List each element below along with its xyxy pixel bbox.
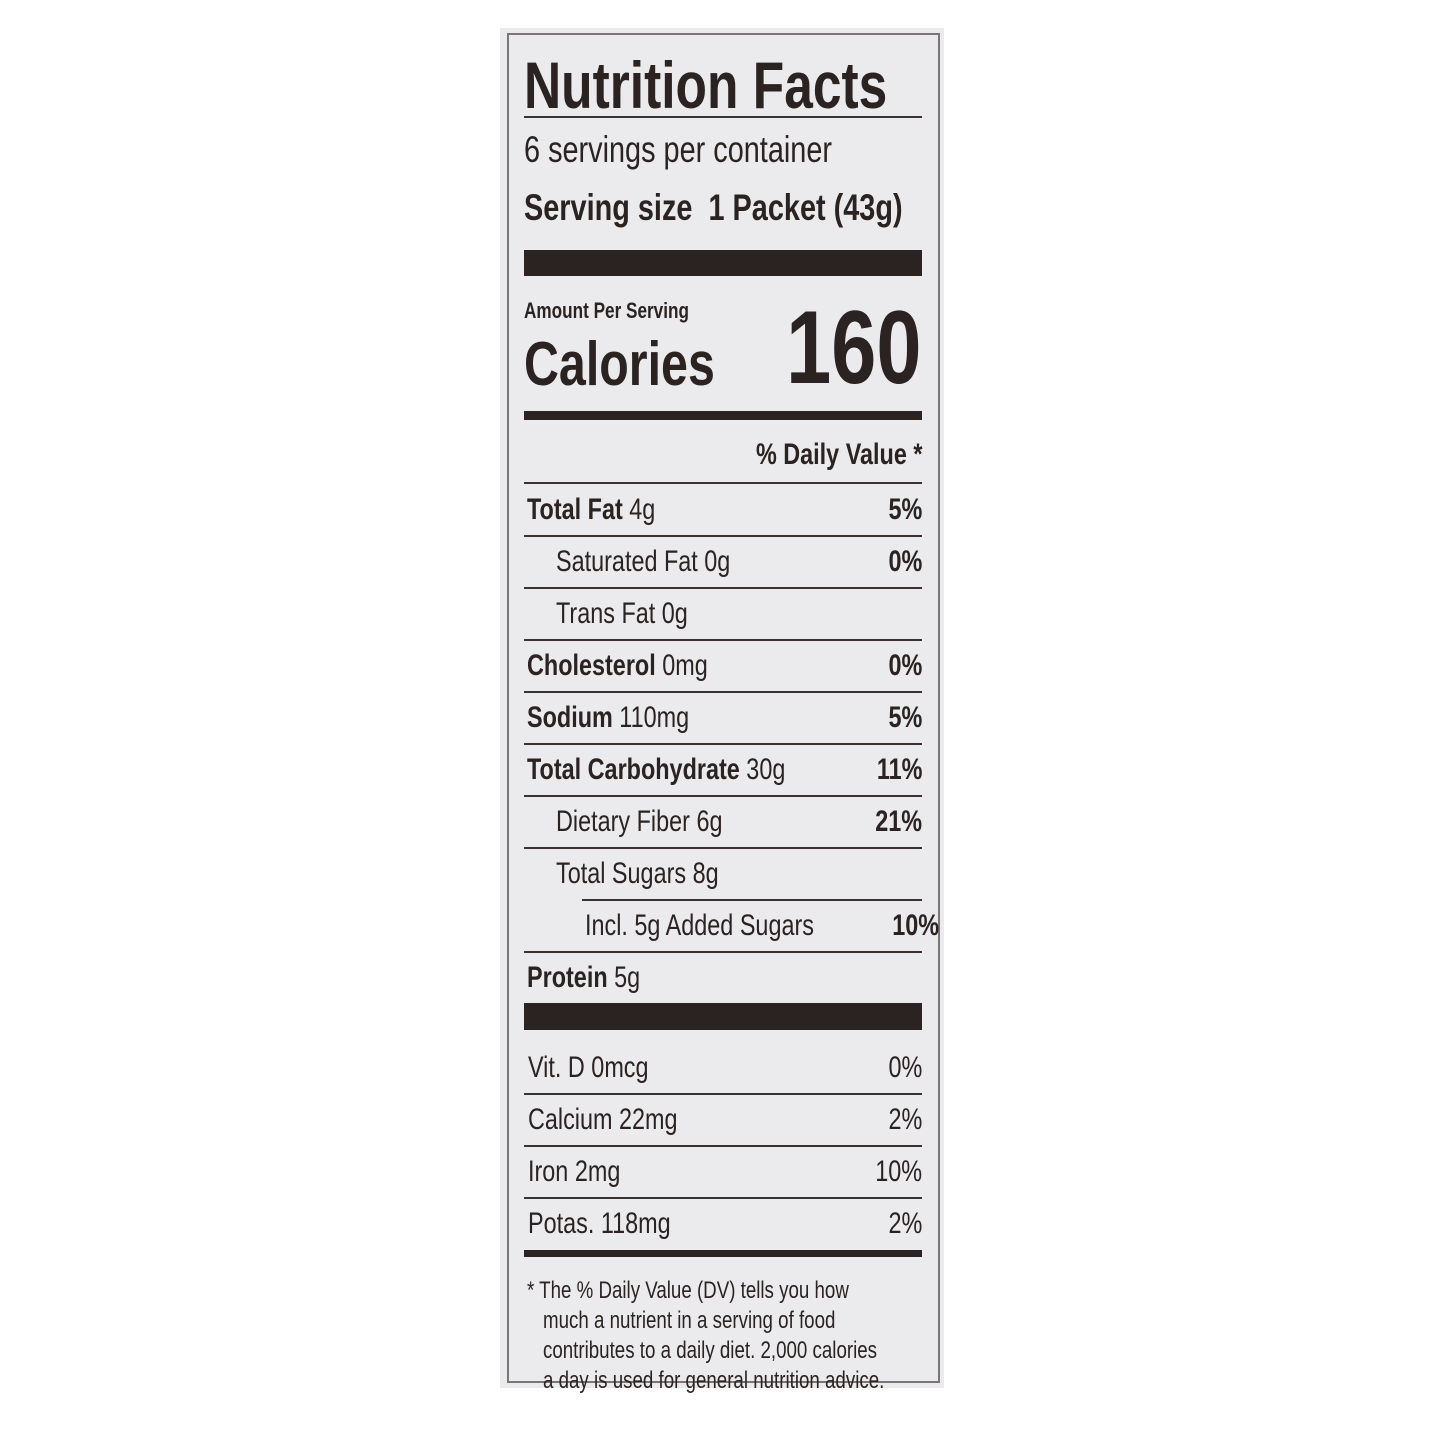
nutrient-label: Sodium 110mg [527,701,689,735]
servings-per-container: 6 servings per container [524,129,833,170]
divider [524,482,922,484]
vitamin-row: Potas. 118mg 2% [524,1198,922,1250]
nutrient-amount: 6g [696,805,723,838]
nutrient-name: Calcium [528,1103,613,1136]
calories-label: Calories [524,330,715,399]
nutrient-amount: 118mg [600,1207,671,1240]
nutrient-label: Total Fat 4g [527,493,655,527]
medium-divider [524,1250,922,1257]
label-title: Nutrition Facts [524,48,888,122]
nutrient-amount: 110mg [619,701,690,734]
daily-value-percent: 10% [875,1155,922,1188]
vitamin-row: Iron 2mg 10% [524,1146,922,1198]
nutrient-label: Total Sugars 8g [556,857,719,891]
nutrient-amount: 4g [629,493,656,526]
daily-value-percent: 5% [888,701,922,734]
row-divider [524,691,922,693]
serving-size: Serving size 1 Packet (43g) [524,187,903,228]
vitamin-table: Vit. D 0mcg 0% Calcium 22mg 2% Iron 2mg 10% Po… [524,1042,922,1250]
daily-value-percent: 2% [888,1103,922,1136]
daily-value-percent: 0% [888,545,922,578]
daily-value-percent: 11% [876,753,922,786]
nutrient-label: Saturated Fat 0g [556,545,730,579]
nutrient-label: Potas. 118mg [528,1207,671,1241]
nutrient-amount: 0g [661,597,688,630]
medium-divider [524,411,922,420]
nutrient-name: Potas. [528,1207,595,1240]
nutrient-name: Total Fat [527,493,623,526]
label-border [507,33,940,1383]
nutrient-row: Incl. 5g Added Sugars 10% [524,900,939,952]
nutrient-name: Protein [527,961,608,994]
nutrient-row: Protein 5g [524,952,922,1004]
nutrient-label: Total Carbohydrate 30g [527,753,785,787]
nutrient-amount: 0mcg [591,1051,649,1084]
nutrient-name: Trans Fat [556,597,656,630]
nutrient-label: Iron 2mg [528,1155,620,1189]
row-divider [524,1093,922,1095]
nutrient-name: Total Carbohydrate [527,753,740,786]
thick-divider [524,250,922,276]
row-divider [524,1197,922,1199]
nutrient-label: Cholesterol 0mg [527,649,708,683]
nutrient-row: Cholesterol 0mg 0% [524,640,922,692]
calories-value: 160 [786,290,922,406]
nutrient-name: Total Sugars [556,857,687,890]
nutrient-name: Saturated Fat [556,545,698,578]
row-divider [524,587,922,589]
row-divider [524,743,922,745]
nutrient-name: Vit. D [528,1051,585,1084]
nutrient-table: Total Fat 4g 5% Saturated Fat 0g 0% Trans Fa… [524,484,939,1004]
nutrient-name: Dietary Fiber [556,805,690,838]
nutrient-amount: 30g [746,753,786,786]
footnote-line: much a nutrient in a serving of food [543,1307,836,1334]
nutrient-row: Saturated Fat 0g 0% [524,536,922,588]
nutrient-row: Dietary Fiber 6g 21% [524,796,922,848]
daily-value-percent: 21% [875,805,922,838]
footnote-line: * The % Daily Value (DV) tells you how [527,1277,849,1304]
nutrient-label: Dietary Fiber 6g [556,805,722,839]
nutrient-amount: 22mg [619,1103,678,1136]
row-divider [524,795,922,797]
nutrient-name: Cholesterol [527,649,656,682]
nutrient-label: Calcium 22mg [528,1103,678,1137]
nutrient-name: Incl. 5g Added Sugars [585,909,814,942]
daily-value-percent: 0% [888,1051,922,1084]
nutrient-label: Incl. 5g Added Sugars [585,909,814,943]
nutrient-row: Total Carbohydrate 30g 11% [524,744,922,796]
nutrient-row: Total Fat 4g 5% [524,484,922,536]
nutrient-name: Sodium [527,701,613,734]
row-divider [524,535,922,537]
nutrient-row: Trans Fat 0g [524,588,922,640]
nutrient-amount: 0mg [662,649,708,682]
daily-value-percent: 0% [888,649,922,682]
row-divider [582,899,922,901]
divider [524,116,922,118]
nutrient-amount: 0g [704,545,731,578]
daily-value-percent: 10% [891,909,939,942]
row-divider [524,951,922,953]
daily-value-percent: 2% [888,1207,922,1240]
daily-value-percent: 5% [888,493,922,526]
nutrient-label: Protein 5g [527,961,640,995]
vitamin-row: Vit. D 0mcg 0% [524,1042,922,1094]
nutrient-row: Sodium 110mg 5% [524,692,922,744]
daily-value-header: % Daily Value * [755,438,922,471]
nutrient-label: Trans Fat 0g [556,597,688,631]
nutrient-label: Vit. D 0mcg [528,1051,649,1085]
nutrient-name: Iron [528,1155,569,1188]
nutrient-amount: 8g [692,857,719,890]
footnote: * The % Daily Value (DV) tells you how m… [527,1276,925,1396]
vitamin-row: Calcium 22mg 2% [524,1094,922,1146]
row-divider [524,1145,922,1147]
footnote-line: a day is used for general nutrition advi… [543,1367,885,1394]
row-divider [524,639,922,641]
row-divider [524,847,922,849]
footnote-line: contributes to a daily diet. 2,000 calor… [543,1337,878,1364]
amount-per-serving: Amount Per Serving [524,298,689,323]
nutrient-amount: 5g [614,961,641,994]
nutrient-amount: 2mg [574,1155,621,1188]
nutrient-row: Total Sugars 8g [524,848,922,900]
thick-divider [524,1003,922,1030]
